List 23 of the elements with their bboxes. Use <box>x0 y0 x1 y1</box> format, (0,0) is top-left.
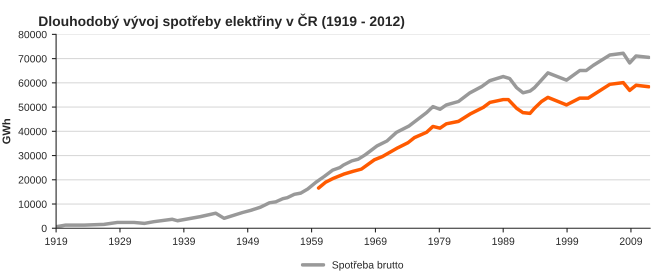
y-tick-label: 30000 <box>18 152 47 160</box>
x-tick-label: 2009 <box>620 238 642 245</box>
legend-label: Spotřeba brutto <box>332 260 404 271</box>
x-tick-label: 1989 <box>492 238 514 245</box>
x-tick-label: 1939 <box>173 238 195 245</box>
x-tick-label: 1959 <box>300 238 323 245</box>
chart-title: Dlouhodobý vývoj spotřeby elektřiny v ČR (1919 - 2012) <box>39 14 404 29</box>
y-tick-label: 60000 <box>18 79 47 87</box>
x-tick-label: 1919 <box>45 238 68 245</box>
y-tick-label: 80000 <box>18 30 47 38</box>
y-tick-label: 40000 <box>18 128 47 136</box>
x-tick-label: 1929 <box>109 238 132 245</box>
x-tick-label: 1969 <box>364 238 387 245</box>
x-tick-label: 1999 <box>556 238 578 245</box>
y-tick-label: 10000 <box>18 200 47 208</box>
y-tick-label: 0 <box>42 224 47 232</box>
y-tick-label: 20000 <box>18 176 47 184</box>
line-series <box>316 80 650 190</box>
y-axis-title: GWh <box>2 119 10 144</box>
y-tick-label: 70000 <box>18 55 47 62</box>
y-tick-label: 50000 <box>18 104 47 111</box>
x-tick-label: 1949 <box>236 238 259 245</box>
x-tick-label: 1979 <box>428 238 450 245</box>
